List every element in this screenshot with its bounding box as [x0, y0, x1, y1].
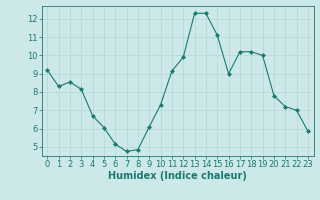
- X-axis label: Humidex (Indice chaleur): Humidex (Indice chaleur): [108, 171, 247, 181]
